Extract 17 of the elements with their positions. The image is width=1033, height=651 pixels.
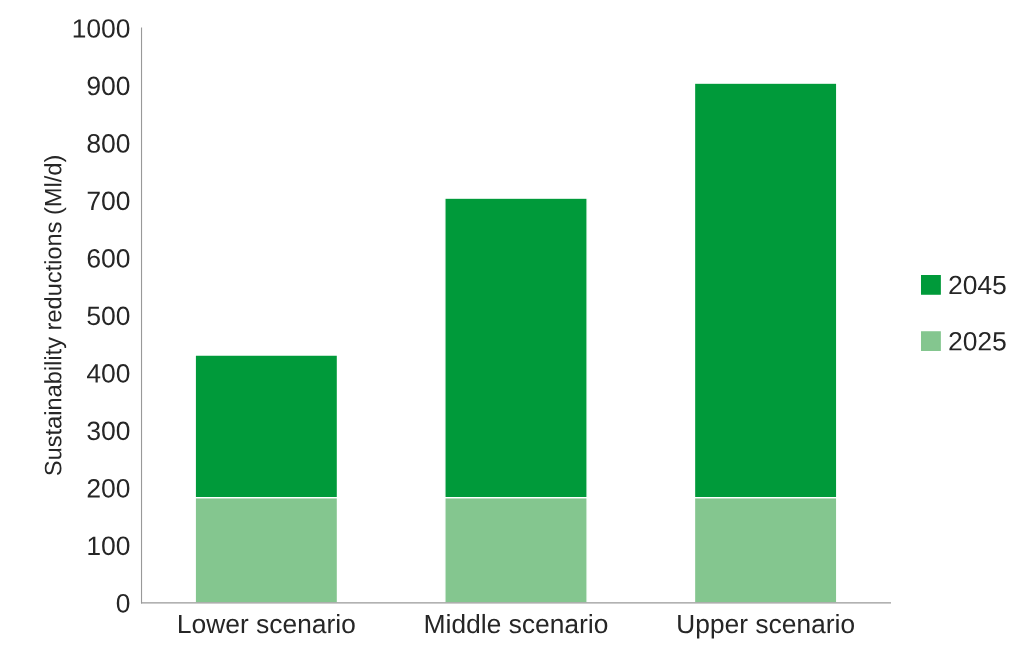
y-tick-label: 100 bbox=[88, 536, 130, 556]
legend-label: 2045 bbox=[949, 275, 1006, 295]
y-tick-label: 700 bbox=[87, 191, 130, 211]
y-axis-title: Sustainability reductions (Ml/d) bbox=[44, 156, 67, 476]
y-tick-label: 500 bbox=[87, 306, 130, 326]
legend-label: 2025 bbox=[949, 331, 1006, 351]
x-tick-label: Lower scenario bbox=[179, 613, 355, 634]
y-tick-label: 900 bbox=[87, 76, 130, 96]
y-tick-label: 300 bbox=[87, 421, 130, 441]
y-tick-label: 800 bbox=[87, 134, 130, 153]
y-tick-label: 1000 bbox=[73, 19, 130, 38]
y-tick-label: 400 bbox=[86, 364, 130, 383]
x-tick-label: Middle scenario bbox=[425, 613, 608, 634]
x-tick-label: Upper scenario bbox=[678, 613, 854, 639]
y-tick-label: 600 bbox=[87, 249, 130, 268]
y-tick-label: 200 bbox=[87, 478, 130, 498]
y-tick-label: 0 bbox=[116, 593, 130, 613]
